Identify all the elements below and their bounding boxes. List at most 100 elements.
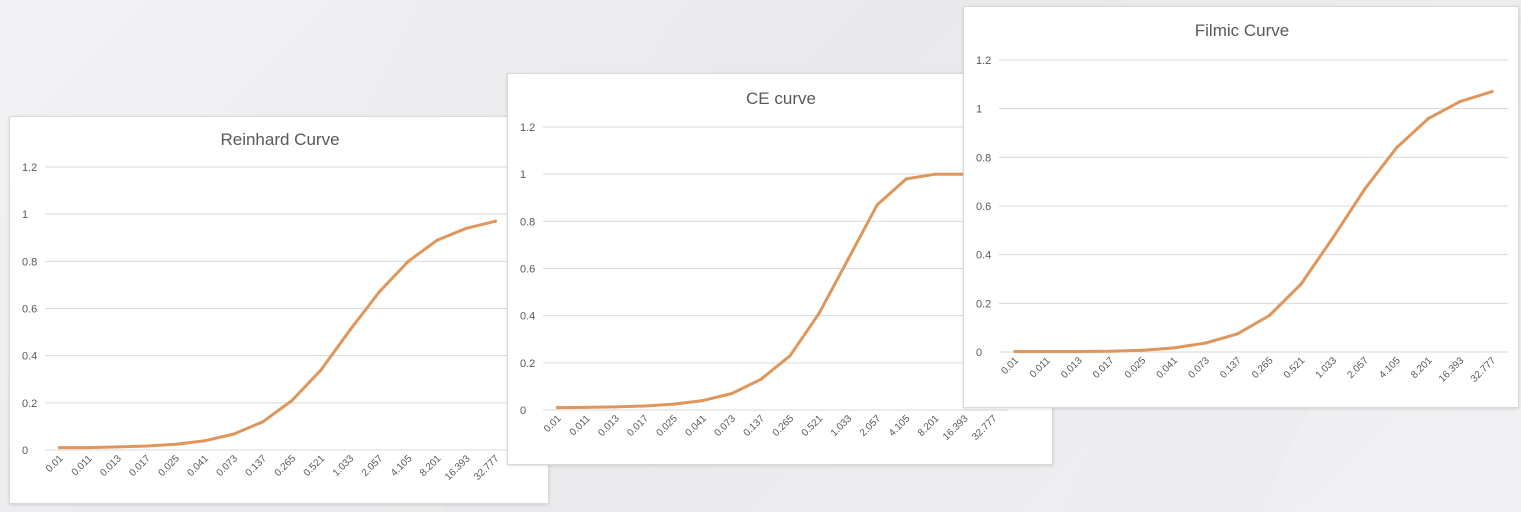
x-tick-label: 0.521 (302, 453, 328, 479)
x-tick-label: 0.137 (244, 453, 270, 479)
data-point (319, 368, 323, 372)
y-tick-label: 0.2 (22, 398, 37, 410)
y-tick-label: 0.8 (976, 152, 991, 164)
data-point (464, 226, 469, 230)
x-tick-label: 8.201 (1409, 355, 1435, 381)
data-point (1204, 341, 1208, 345)
y-tick-label: 0 (976, 347, 982, 359)
data-point (788, 354, 792, 358)
data-point (933, 172, 937, 176)
ce-series-line (556, 172, 995, 410)
data-point (435, 238, 439, 242)
x-tick-label: 0.265 (1250, 355, 1276, 381)
y-tick-label: 1.2 (520, 122, 535, 134)
x-tick-label: 0.265 (771, 413, 797, 439)
x-tick-label: 16.393 (1437, 355, 1467, 385)
reinhard-chart: Reinhard Curve 0 0.2 0.4 0.6 0.8 1 1.2 0.01 0.011… (22, 130, 510, 483)
y-tick-label: 1.2 (976, 55, 991, 67)
x-tick-label: 0.013 (98, 453, 124, 479)
y-tick-label: 0 (22, 445, 28, 457)
x-tick-label: 0.265 (273, 453, 299, 479)
y-tick-label: 0.2 (520, 358, 535, 370)
x-tick-label: 0.025 (1123, 355, 1149, 381)
x-tick-label: 0.01 (999, 355, 1021, 377)
x-tick-label: 4.105 (1377, 355, 1403, 381)
x-tick-label: 0.041 (683, 413, 709, 439)
data-point (1331, 236, 1335, 240)
x-tick-label: 0.521 (1282, 355, 1308, 381)
data-point (348, 328, 352, 332)
x-tick-label: 32.777 (1469, 355, 1499, 385)
x-tick-label: 2.057 (360, 453, 386, 479)
data-point (1363, 187, 1367, 191)
x-tick-label: 0.017 (625, 413, 651, 439)
y-tick-label: 0.6 (520, 264, 535, 276)
y-tick-label: 0.8 (22, 256, 37, 268)
data-point (377, 290, 381, 294)
x-tick-label: 0.011 (70, 453, 95, 478)
y-tick-label: 1 (976, 104, 982, 116)
x-tick-label: 2.057 (1345, 355, 1371, 381)
x-tick-label: 0.013 (1059, 355, 1085, 381)
y-tick-label: 1 (22, 209, 28, 221)
data-point (203, 439, 207, 443)
x-tick-label: 0.137 (1218, 355, 1244, 381)
data-point (406, 259, 410, 263)
x-tick-label: 0.521 (800, 413, 826, 439)
x-tick-label: 0.073 (215, 453, 241, 479)
x-tick-label: 4.105 (887, 413, 913, 439)
data-point (614, 405, 618, 409)
reinhard-series-line (58, 219, 497, 450)
x-tick-label: 0.01 (44, 453, 66, 475)
data-point (1140, 348, 1144, 352)
data-point (232, 432, 236, 436)
data-point (730, 391, 734, 396)
x-tick-label: 1.033 (1314, 355, 1340, 381)
data-point (1172, 346, 1176, 350)
y-tick-label: 0.6 (976, 201, 991, 213)
data-point (846, 257, 850, 261)
y-tick-label: 1 (520, 169, 526, 181)
data-point (584, 405, 589, 410)
data-point (1108, 349, 1112, 353)
y-tick-label: 0.4 (976, 250, 991, 262)
y-tick-label: 0 (520, 405, 526, 417)
chart-title: CE curve (746, 89, 816, 108)
ce-chart-card: CE curve 0 0.2 0.4 0.6 0.8 1 1.2 0.01 0.011 0.013 0… (507, 73, 1053, 465)
data-point (1267, 313, 1272, 318)
data-point (116, 445, 120, 449)
x-tick-label: 32.777 (970, 413, 1000, 443)
data-point (174, 442, 178, 446)
data-point (555, 406, 560, 410)
x-tick-label: 0.017 (127, 453, 153, 479)
x-tick-label: 0.011 (568, 413, 593, 438)
x-tick-label: 16.393 (941, 413, 971, 443)
data-point (672, 402, 676, 406)
x-tick-label: 1.033 (829, 413, 855, 439)
x-tick-label: 0.013 (596, 413, 622, 439)
x-tick-label: 8.201 (418, 453, 444, 479)
x-tick-label: 8.201 (916, 413, 942, 439)
x-tick-label: 0.073 (1186, 355, 1212, 381)
data-point (86, 446, 91, 450)
data-point (290, 398, 294, 403)
data-point (145, 444, 149, 448)
data-point (493, 219, 498, 223)
chart-title: Reinhard Curve (220, 130, 339, 149)
y-tick-label: 0.4 (520, 311, 535, 323)
x-tick-label: 0.01 (542, 413, 564, 435)
data-point (57, 446, 62, 450)
data-point (261, 420, 265, 424)
x-tick-label: 16.393 (443, 453, 473, 483)
data-point (1299, 282, 1303, 286)
data-point (1045, 349, 1049, 354)
x-tick-label: 32.777 (472, 453, 502, 483)
x-tick-label: 2.057 (858, 413, 884, 439)
data-point (1490, 90, 1494, 94)
x-tick-label: 0.041 (185, 453, 211, 479)
data-point (1395, 146, 1399, 150)
x-tick-label: 0.137 (742, 413, 768, 439)
data-point (759, 377, 763, 381)
x-tick-label: 0.041 (1155, 355, 1181, 381)
